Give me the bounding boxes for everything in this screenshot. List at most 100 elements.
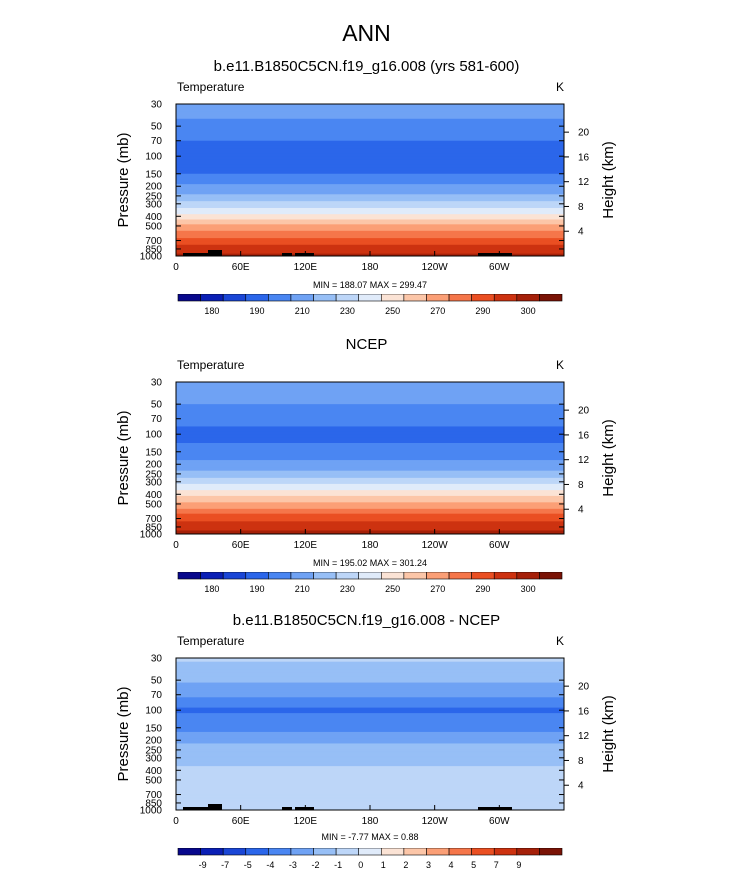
contour-band [176, 413, 564, 417]
x-tick-label: 120E [294, 540, 318, 551]
y-tick-label: 250 [145, 745, 162, 756]
contour-band [176, 716, 564, 720]
contour-band [176, 661, 564, 666]
contour-band [176, 389, 564, 394]
x-tick-label: 180 [362, 262, 379, 273]
contour-band [176, 177, 564, 181]
colorbar-label: 5 [471, 860, 476, 870]
contour-band [176, 451, 564, 455]
y2-tick-label: 8 [578, 480, 584, 491]
contour-band [176, 476, 564, 479]
contour-band [176, 755, 564, 757]
contour-band [176, 766, 564, 769]
contour-band [176, 393, 564, 398]
colorbar-label: 180 [204, 306, 219, 316]
contour-band [176, 669, 564, 674]
contour-band [176, 243, 564, 246]
contour-band [176, 194, 564, 197]
contour-band [176, 513, 564, 517]
y-tick-label: 70 [151, 690, 163, 701]
topography-mask [208, 250, 222, 256]
topography-mask [478, 807, 512, 810]
y-tick-label: 700 [145, 236, 162, 247]
contour-band [176, 455, 564, 459]
contour-band [176, 736, 564, 739]
contour-band [176, 752, 564, 755]
y2-tick-label: 8 [578, 202, 584, 213]
contour-band [176, 173, 564, 177]
y-tick-label: 30 [151, 100, 163, 111]
y-tick-label: 250 [145, 469, 162, 480]
contour-band [176, 207, 564, 211]
x-tick-label: 120E [294, 816, 318, 827]
y-tick-label: 700 [145, 790, 162, 801]
y-tick-label: 150 [145, 169, 162, 180]
contour-band [176, 192, 564, 195]
colorbar-swatch [358, 294, 382, 302]
contour-band [176, 145, 564, 149]
x-tick-label: 120W [422, 262, 449, 273]
contour-band [176, 525, 564, 528]
contour-band [176, 672, 564, 677]
colorbar-swatch [516, 848, 540, 856]
contour-band [176, 182, 564, 185]
y-tick-label: 200 [145, 460, 162, 471]
contour-band [176, 718, 564, 723]
contour-band [176, 467, 564, 470]
colorbar-label: 300 [521, 306, 536, 316]
colorbar-swatch [403, 572, 427, 580]
contour-band [176, 508, 564, 512]
contour-band [176, 477, 564, 480]
colorbar-label: 7 [494, 860, 499, 870]
contour-band [176, 170, 564, 175]
contour-band [176, 770, 564, 773]
variable-label: Temperature [177, 358, 245, 372]
contour-band [176, 500, 564, 503]
contour-band [176, 771, 564, 775]
colorbar-swatch [200, 294, 224, 302]
contour-band [176, 475, 564, 478]
contour-band [176, 434, 564, 438]
y2-axis-label: Height (km) [600, 419, 617, 497]
colorbar-label: 180 [204, 584, 219, 594]
contour-band [176, 453, 564, 457]
colorbar-swatch [245, 572, 269, 580]
colorbar-label: 270 [430, 306, 445, 316]
colorbar-swatch [222, 572, 247, 580]
y-tick-label: 150 [145, 447, 162, 458]
topography-mask [183, 253, 210, 256]
variable-label: Temperature [177, 80, 245, 94]
contour-band [176, 798, 564, 801]
topography-mask [208, 804, 222, 810]
contour-band [176, 458, 564, 461]
colorbar-swatch [177, 572, 201, 580]
contour-band [176, 221, 564, 224]
contour-band [176, 440, 564, 444]
contour-band [176, 201, 564, 203]
y-tick-label: 1000 [140, 530, 163, 541]
contour-band [176, 727, 564, 731]
topography-mask [282, 253, 292, 256]
x-tick-label: 180 [362, 816, 379, 827]
contour-bands [176, 104, 564, 257]
x-tick-label: 0 [173, 540, 179, 551]
contour-band [176, 426, 564, 430]
y2-axis-label: Height (km) [600, 695, 617, 773]
colorbar-swatch [403, 848, 427, 856]
contour-band [176, 151, 564, 155]
contour-band [176, 705, 564, 709]
colorbar-swatch [200, 572, 224, 580]
x-tick-label: 180 [362, 540, 379, 551]
contour-band [176, 115, 564, 120]
colorbar-swatch [539, 572, 563, 580]
contour-band [176, 516, 564, 520]
contour-band [176, 191, 564, 194]
colorbar-swatch [448, 294, 472, 302]
contour-band [176, 148, 564, 152]
contour-band [176, 495, 564, 499]
contour-band [176, 180, 564, 183]
panel-title: NCEP [345, 336, 388, 353]
contour-band [176, 212, 564, 215]
contour-band [176, 133, 564, 137]
main-title: ANN [342, 20, 391, 46]
